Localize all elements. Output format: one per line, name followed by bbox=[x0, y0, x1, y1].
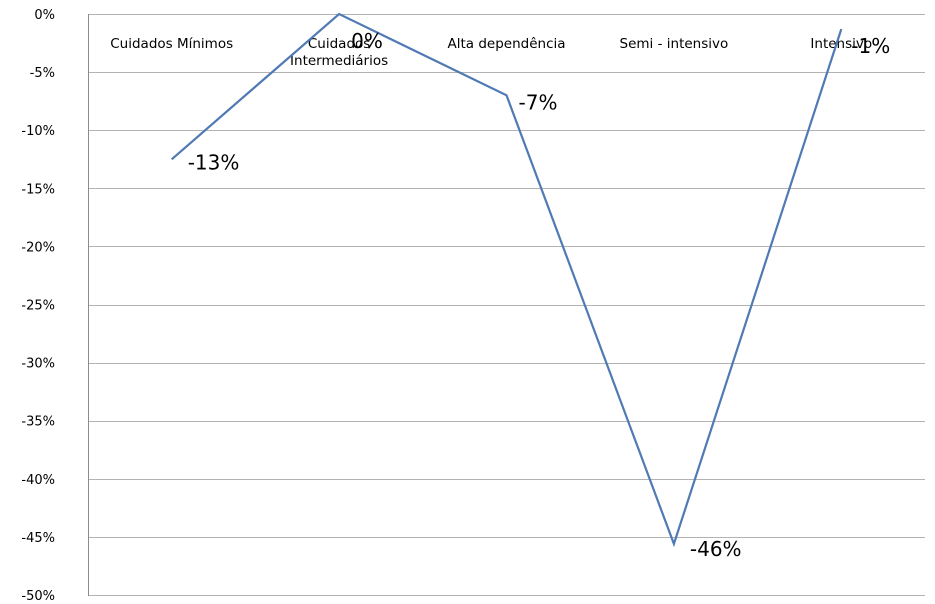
category-label: Cuidados Mínimos bbox=[110, 36, 233, 52]
data-label: -7% bbox=[519, 90, 558, 114]
category-label: Semi - intensivo bbox=[620, 36, 729, 52]
y-tick-labels: 0% -5% -10% -15% -20% -25% -30% -35% -40% -45% -50… bbox=[21, 8, 55, 604]
y-tick-label: -45% bbox=[21, 531, 55, 546]
data-label: 0% bbox=[351, 29, 383, 53]
y-tick-label: -10% bbox=[21, 124, 55, 139]
y-tick-label: -50% bbox=[21, 589, 55, 604]
y-tick-label: -25% bbox=[21, 299, 55, 314]
y-tick-label: -35% bbox=[21, 415, 55, 430]
y-tick-label: -30% bbox=[21, 357, 55, 372]
y-tick-label: 0% bbox=[34, 8, 55, 23]
data-label: -1% bbox=[851, 34, 890, 58]
series-lines bbox=[170, 12, 843, 548]
data-label: -13% bbox=[188, 150, 240, 174]
data-labels: -13% 0% -7% -46% -1% bbox=[188, 29, 891, 561]
gridlines bbox=[88, 14, 925, 596]
y-tick-label: -5% bbox=[30, 66, 55, 81]
category-labels: Cuidados Mínimos Cuidados Intermediários Al… bbox=[110, 36, 872, 69]
series-line bbox=[170, 12, 843, 548]
data-label: -46% bbox=[690, 537, 742, 561]
category-label: Cuidados Intermediários bbox=[290, 36, 388, 69]
y-tick-label: -15% bbox=[21, 182, 55, 197]
y-tick-label: -40% bbox=[21, 473, 55, 488]
category-label: Intensivo bbox=[810, 36, 872, 52]
category-label: Alta dependência bbox=[447, 36, 565, 52]
y-tick-label: -20% bbox=[21, 240, 55, 255]
